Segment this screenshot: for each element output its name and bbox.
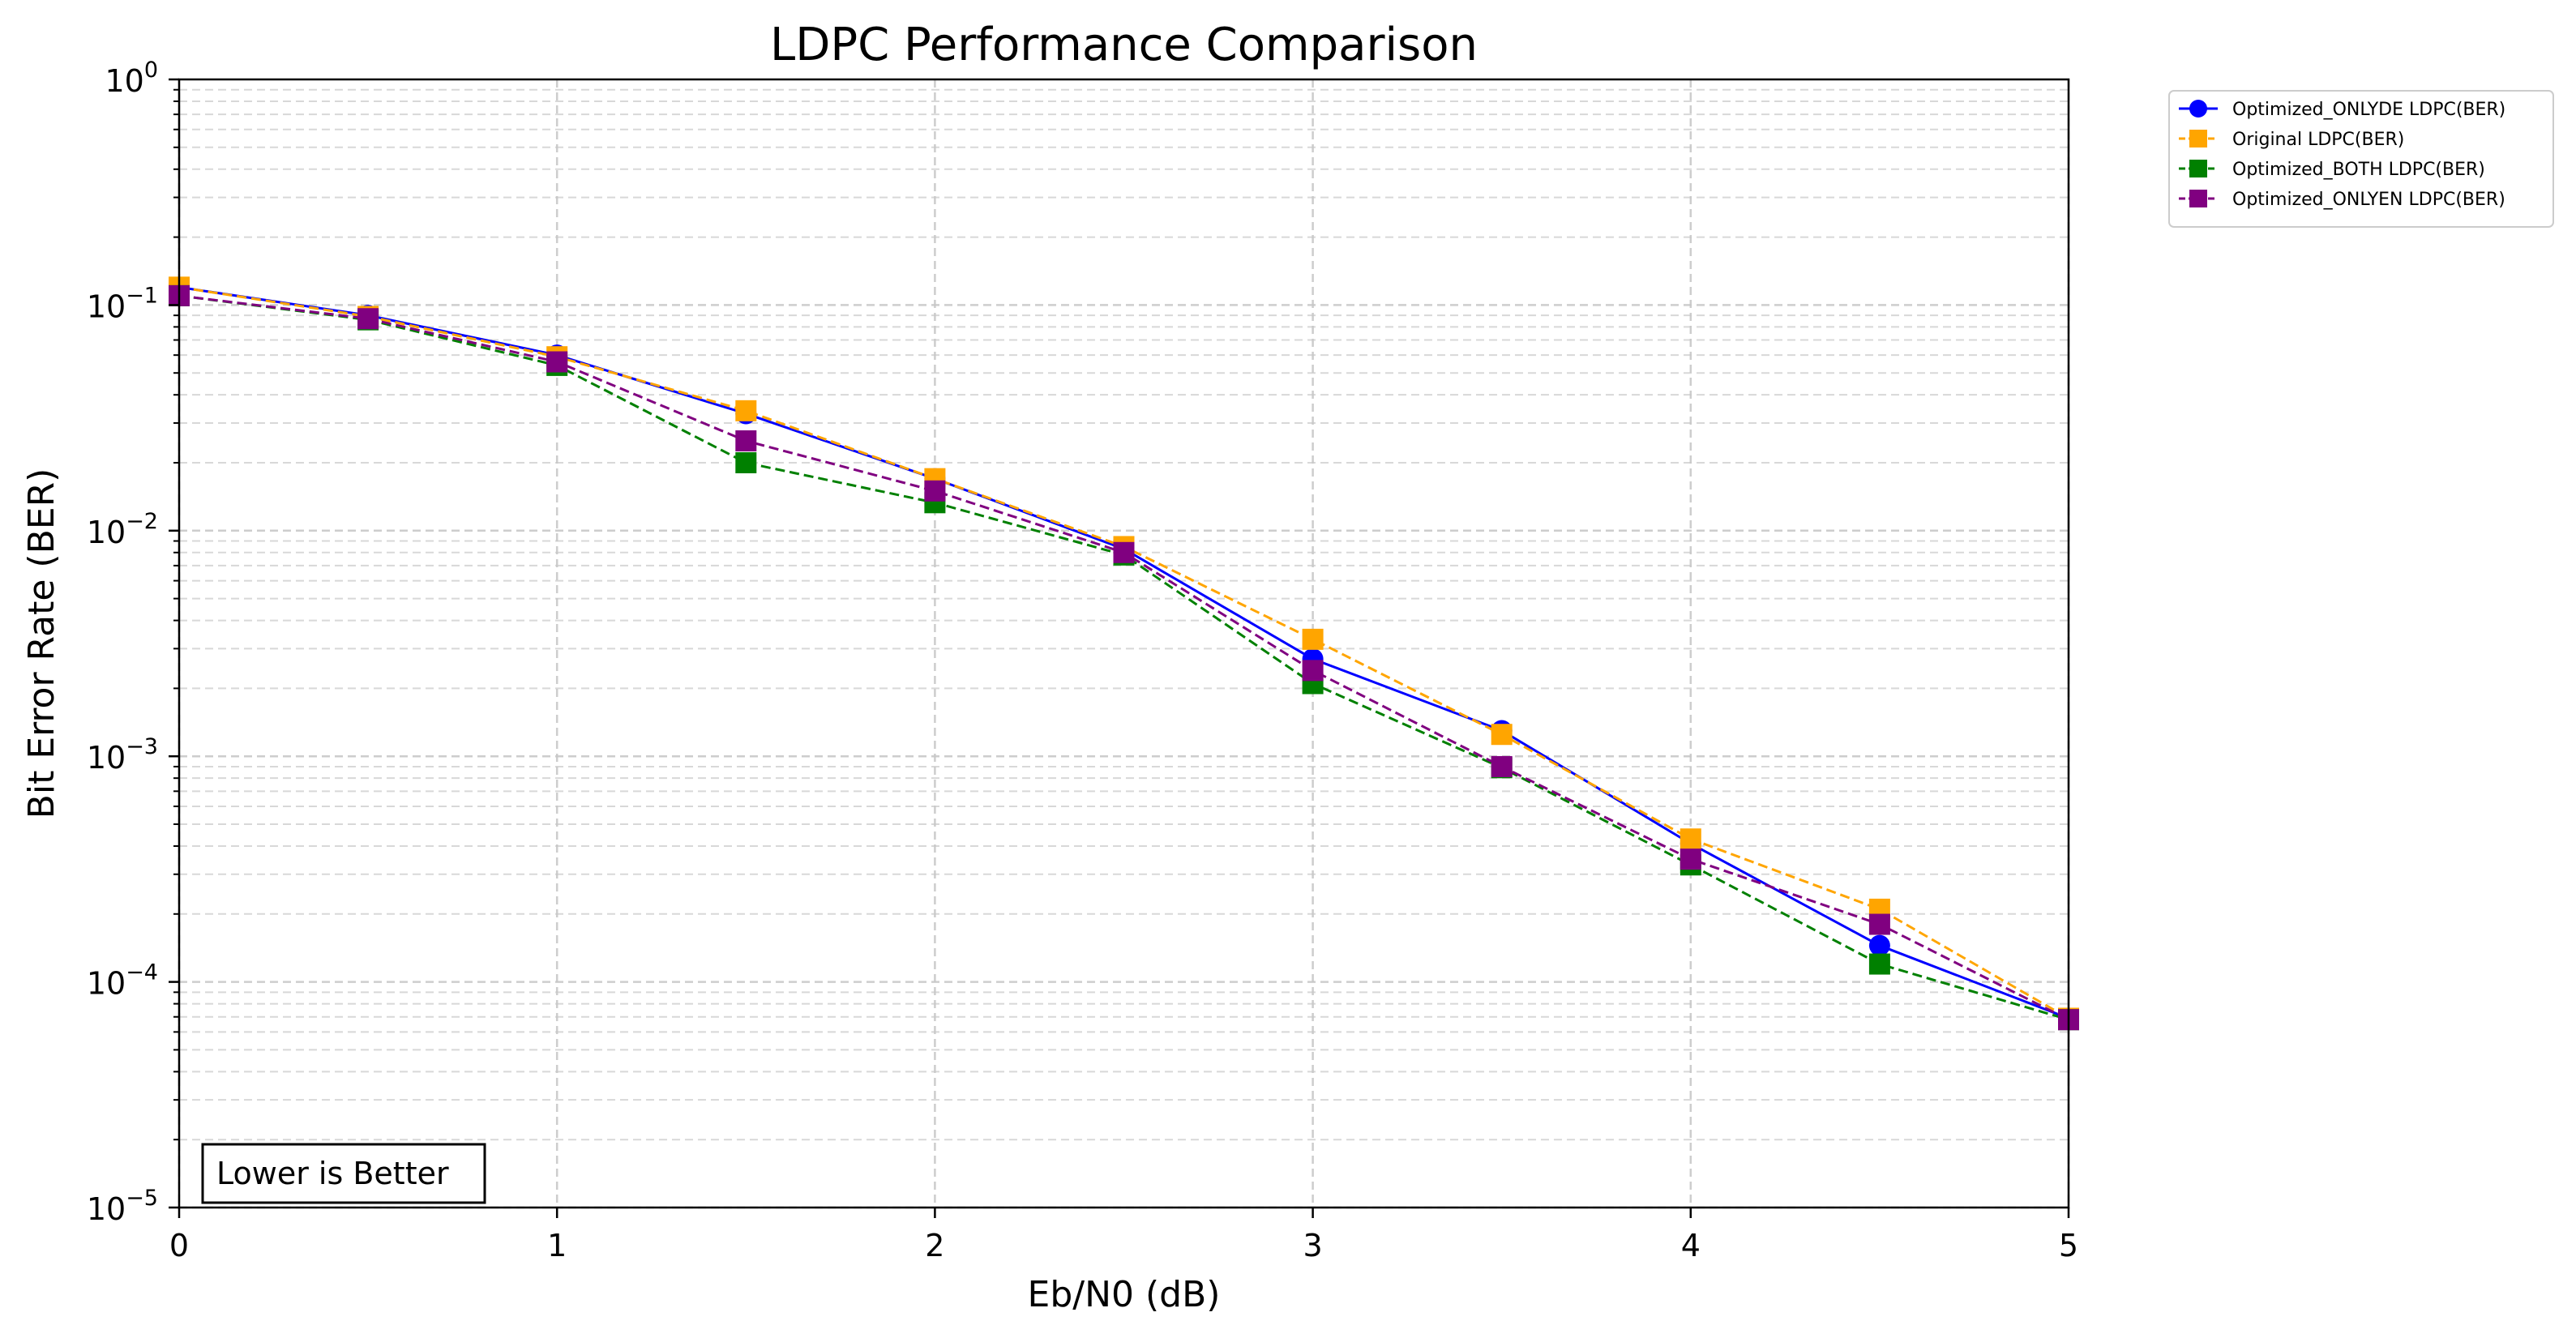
data-point bbox=[1680, 849, 1701, 870]
y-tick-label: 10−5 bbox=[87, 1186, 158, 1227]
legend-marker bbox=[2189, 100, 2207, 118]
x-tick-label: 2 bbox=[925, 1228, 944, 1263]
x-tick-label: 0 bbox=[169, 1228, 189, 1263]
data-point bbox=[1680, 828, 1701, 850]
x-tick-label: 4 bbox=[1681, 1228, 1701, 1263]
data-point bbox=[1868, 913, 1890, 935]
legend-label: Optimized_ONLYEN LDPC(BER) bbox=[2232, 190, 2505, 210]
y-tick-label: 10−2 bbox=[87, 509, 158, 550]
x-axis-label: Eb/N0 (dB) bbox=[1028, 1274, 1221, 1315]
annotation-frame bbox=[201, 1143, 486, 1204]
data-point bbox=[735, 430, 757, 452]
legend: Optimized_ONLYDE LDPC(BER) Original LDPC(… bbox=[2168, 90, 2554, 228]
legend-frame bbox=[2168, 90, 2554, 228]
x-tick-label: 5 bbox=[2059, 1228, 2078, 1263]
data-point bbox=[924, 480, 946, 502]
legend-marker bbox=[2189, 160, 2207, 177]
data-point bbox=[357, 308, 379, 330]
data-point bbox=[1302, 660, 1324, 682]
y-tick-label: 10−3 bbox=[87, 734, 158, 776]
annotation-box: Lower is Better bbox=[201, 1143, 486, 1204]
y-axis-label: Bit Error Rate (BER) bbox=[21, 468, 62, 819]
plot-frame bbox=[178, 78, 2070, 1209]
axes: 10−5 10−4 10−3 10−2 10−1 100 0 1 2 3 4 5 bbox=[87, 58, 2078, 1263]
y-tick-label: 10−1 bbox=[87, 283, 158, 324]
data-point bbox=[735, 400, 757, 421]
legend-marker bbox=[2189, 190, 2207, 207]
data-point bbox=[1868, 953, 1890, 975]
chart-title: LDPC Performance Comparison bbox=[770, 19, 1478, 71]
x-tick-label: 1 bbox=[547, 1228, 567, 1263]
data-point bbox=[1491, 755, 1513, 777]
legend-marker bbox=[2189, 130, 2207, 147]
data-point bbox=[1113, 541, 1135, 563]
data-point bbox=[546, 351, 568, 373]
x-tick-label: 3 bbox=[1303, 1228, 1323, 1263]
annotation-text: Lower is Better bbox=[216, 1156, 449, 1191]
data-point bbox=[735, 451, 757, 473]
series-4 bbox=[169, 284, 2079, 1031]
data-point bbox=[1868, 934, 1890, 956]
data-point bbox=[1491, 724, 1513, 746]
y-tick-label: 100 bbox=[105, 58, 158, 99]
legend-label: Optimized_ONLYDE LDPC(BER) bbox=[2232, 100, 2505, 120]
legend-label: Optimized_BOTH LDPC(BER) bbox=[2232, 160, 2485, 180]
legend-label: Original LDPC(BER) bbox=[2232, 130, 2404, 150]
y-tick-label: 10−4 bbox=[87, 960, 158, 1002]
data-point bbox=[1302, 628, 1324, 650]
